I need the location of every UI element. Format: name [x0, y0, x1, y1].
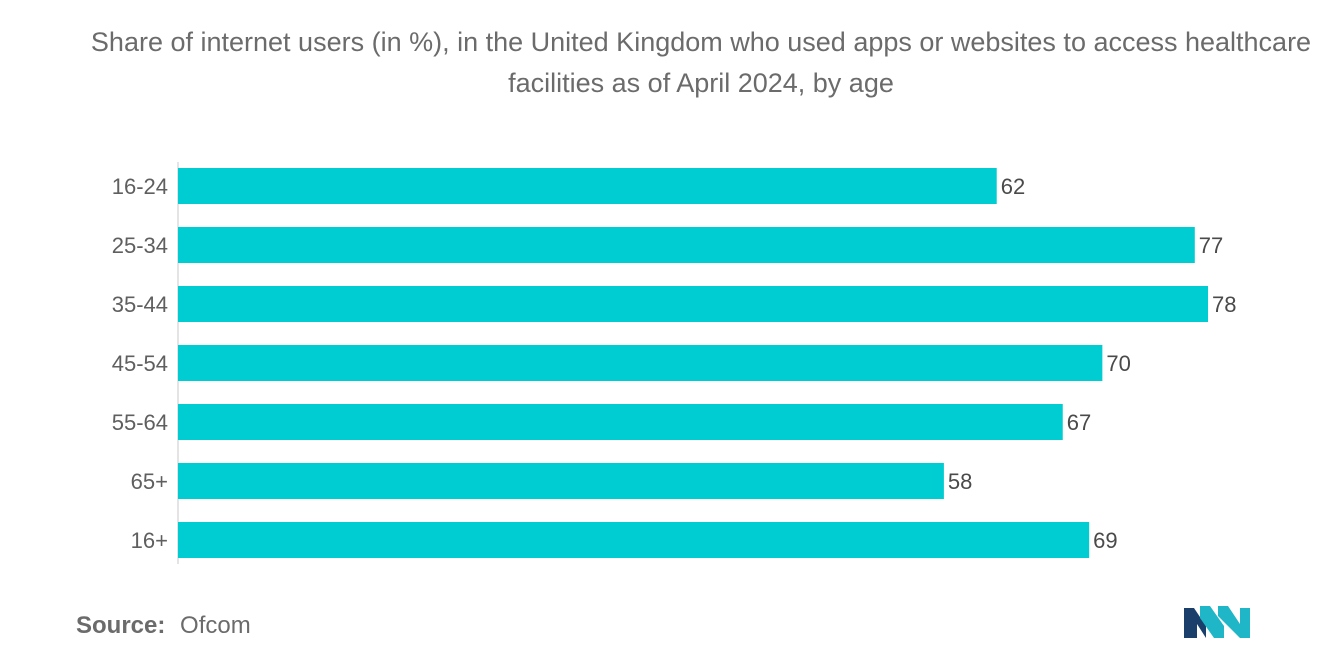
- category-label: 45-54: [112, 351, 168, 376]
- source-label: Source:: [76, 612, 166, 639]
- source-value: Ofcom: [180, 612, 251, 639]
- value-label: 62: [1001, 174, 1025, 199]
- value-label: 58: [948, 469, 972, 494]
- category-label: 55-64: [112, 410, 168, 435]
- mordor-intelligence-logo: [1184, 606, 1250, 638]
- bar-55-64: [178, 404, 1063, 440]
- bar-16-24: [178, 168, 997, 204]
- bar-45-54: [178, 345, 1103, 381]
- value-label: 69: [1093, 528, 1117, 553]
- value-label: 70: [1106, 351, 1130, 376]
- category-label: 35-44: [112, 292, 168, 317]
- bar-chart: 16-24 25-34 35-44 45-54 55-64 65+ 16+ 62 77 78 70…: [112, 162, 1237, 564]
- bar-35-44: [178, 286, 1208, 322]
- bars-group: [178, 168, 1208, 558]
- value-label: 78: [1212, 292, 1236, 317]
- value-label: 67: [1067, 410, 1091, 435]
- source-note: Source: Ofcom: [76, 612, 251, 640]
- bar-16+: [178, 522, 1090, 558]
- category-label: 25-34: [112, 233, 168, 258]
- value-labels: 62 77 78 70 67 58 69: [948, 174, 1237, 553]
- value-label: 77: [1199, 233, 1223, 258]
- chart-title: Share of internet users (in %), in the U…: [90, 27, 1312, 98]
- category-label: 16-24: [112, 174, 168, 199]
- category-label: 16+: [131, 528, 168, 553]
- category-labels: 16-24 25-34 35-44 45-54 55-64 65+ 16+: [112, 174, 168, 553]
- bar-65+: [178, 463, 944, 499]
- category-label: 65+: [131, 469, 168, 494]
- logo-left-stroke: [1184, 608, 1206, 638]
- bar-25-34: [178, 227, 1195, 263]
- logo-middle-stroke: [1200, 606, 1224, 638]
- logo-right-stroke: [1218, 606, 1250, 638]
